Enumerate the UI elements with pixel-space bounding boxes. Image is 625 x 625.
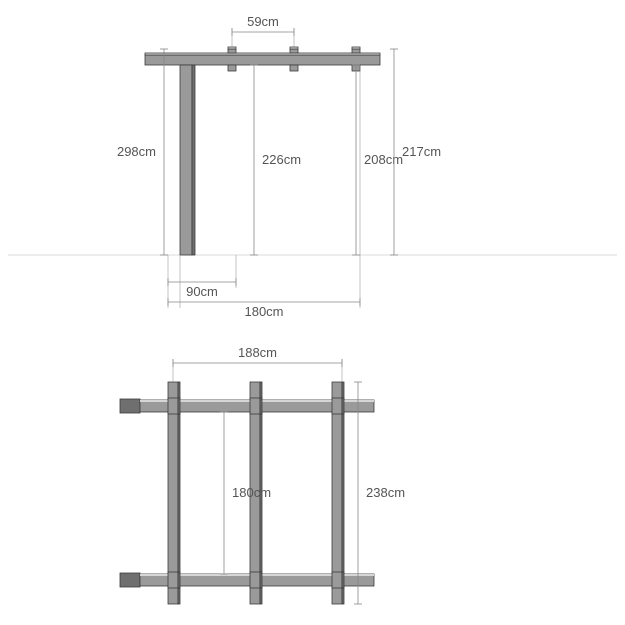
rafter (168, 382, 178, 604)
vertical-post (180, 65, 192, 255)
dimension-label: 180cm (244, 304, 283, 319)
dimension-label: 238cm (366, 485, 405, 500)
side-elevation-view: 59cm 298cm 226cm 208cm217cm 90cm 180cm (8, 14, 617, 319)
dimension-label: 226cm (262, 152, 301, 167)
dimension-label: 90cm (186, 284, 218, 299)
dimension-label: 217cm (402, 144, 441, 159)
plan-view: 188cm 180cm 238cm (120, 345, 405, 604)
top-beam-front (145, 55, 380, 65)
dimension-label: 208cm (364, 152, 403, 167)
dimension-label: 59cm (247, 14, 279, 29)
dimension-label: 188cm (238, 345, 277, 360)
pergola-technical-drawing: 59cm298cm226cm208cm217cm90cm180cm188cm18… (0, 0, 625, 625)
dimension-label: 298cm (117, 144, 156, 159)
post-top (120, 573, 140, 587)
post-top (120, 399, 140, 413)
dimension-label: 180cm (232, 485, 271, 500)
rafter (332, 382, 342, 604)
